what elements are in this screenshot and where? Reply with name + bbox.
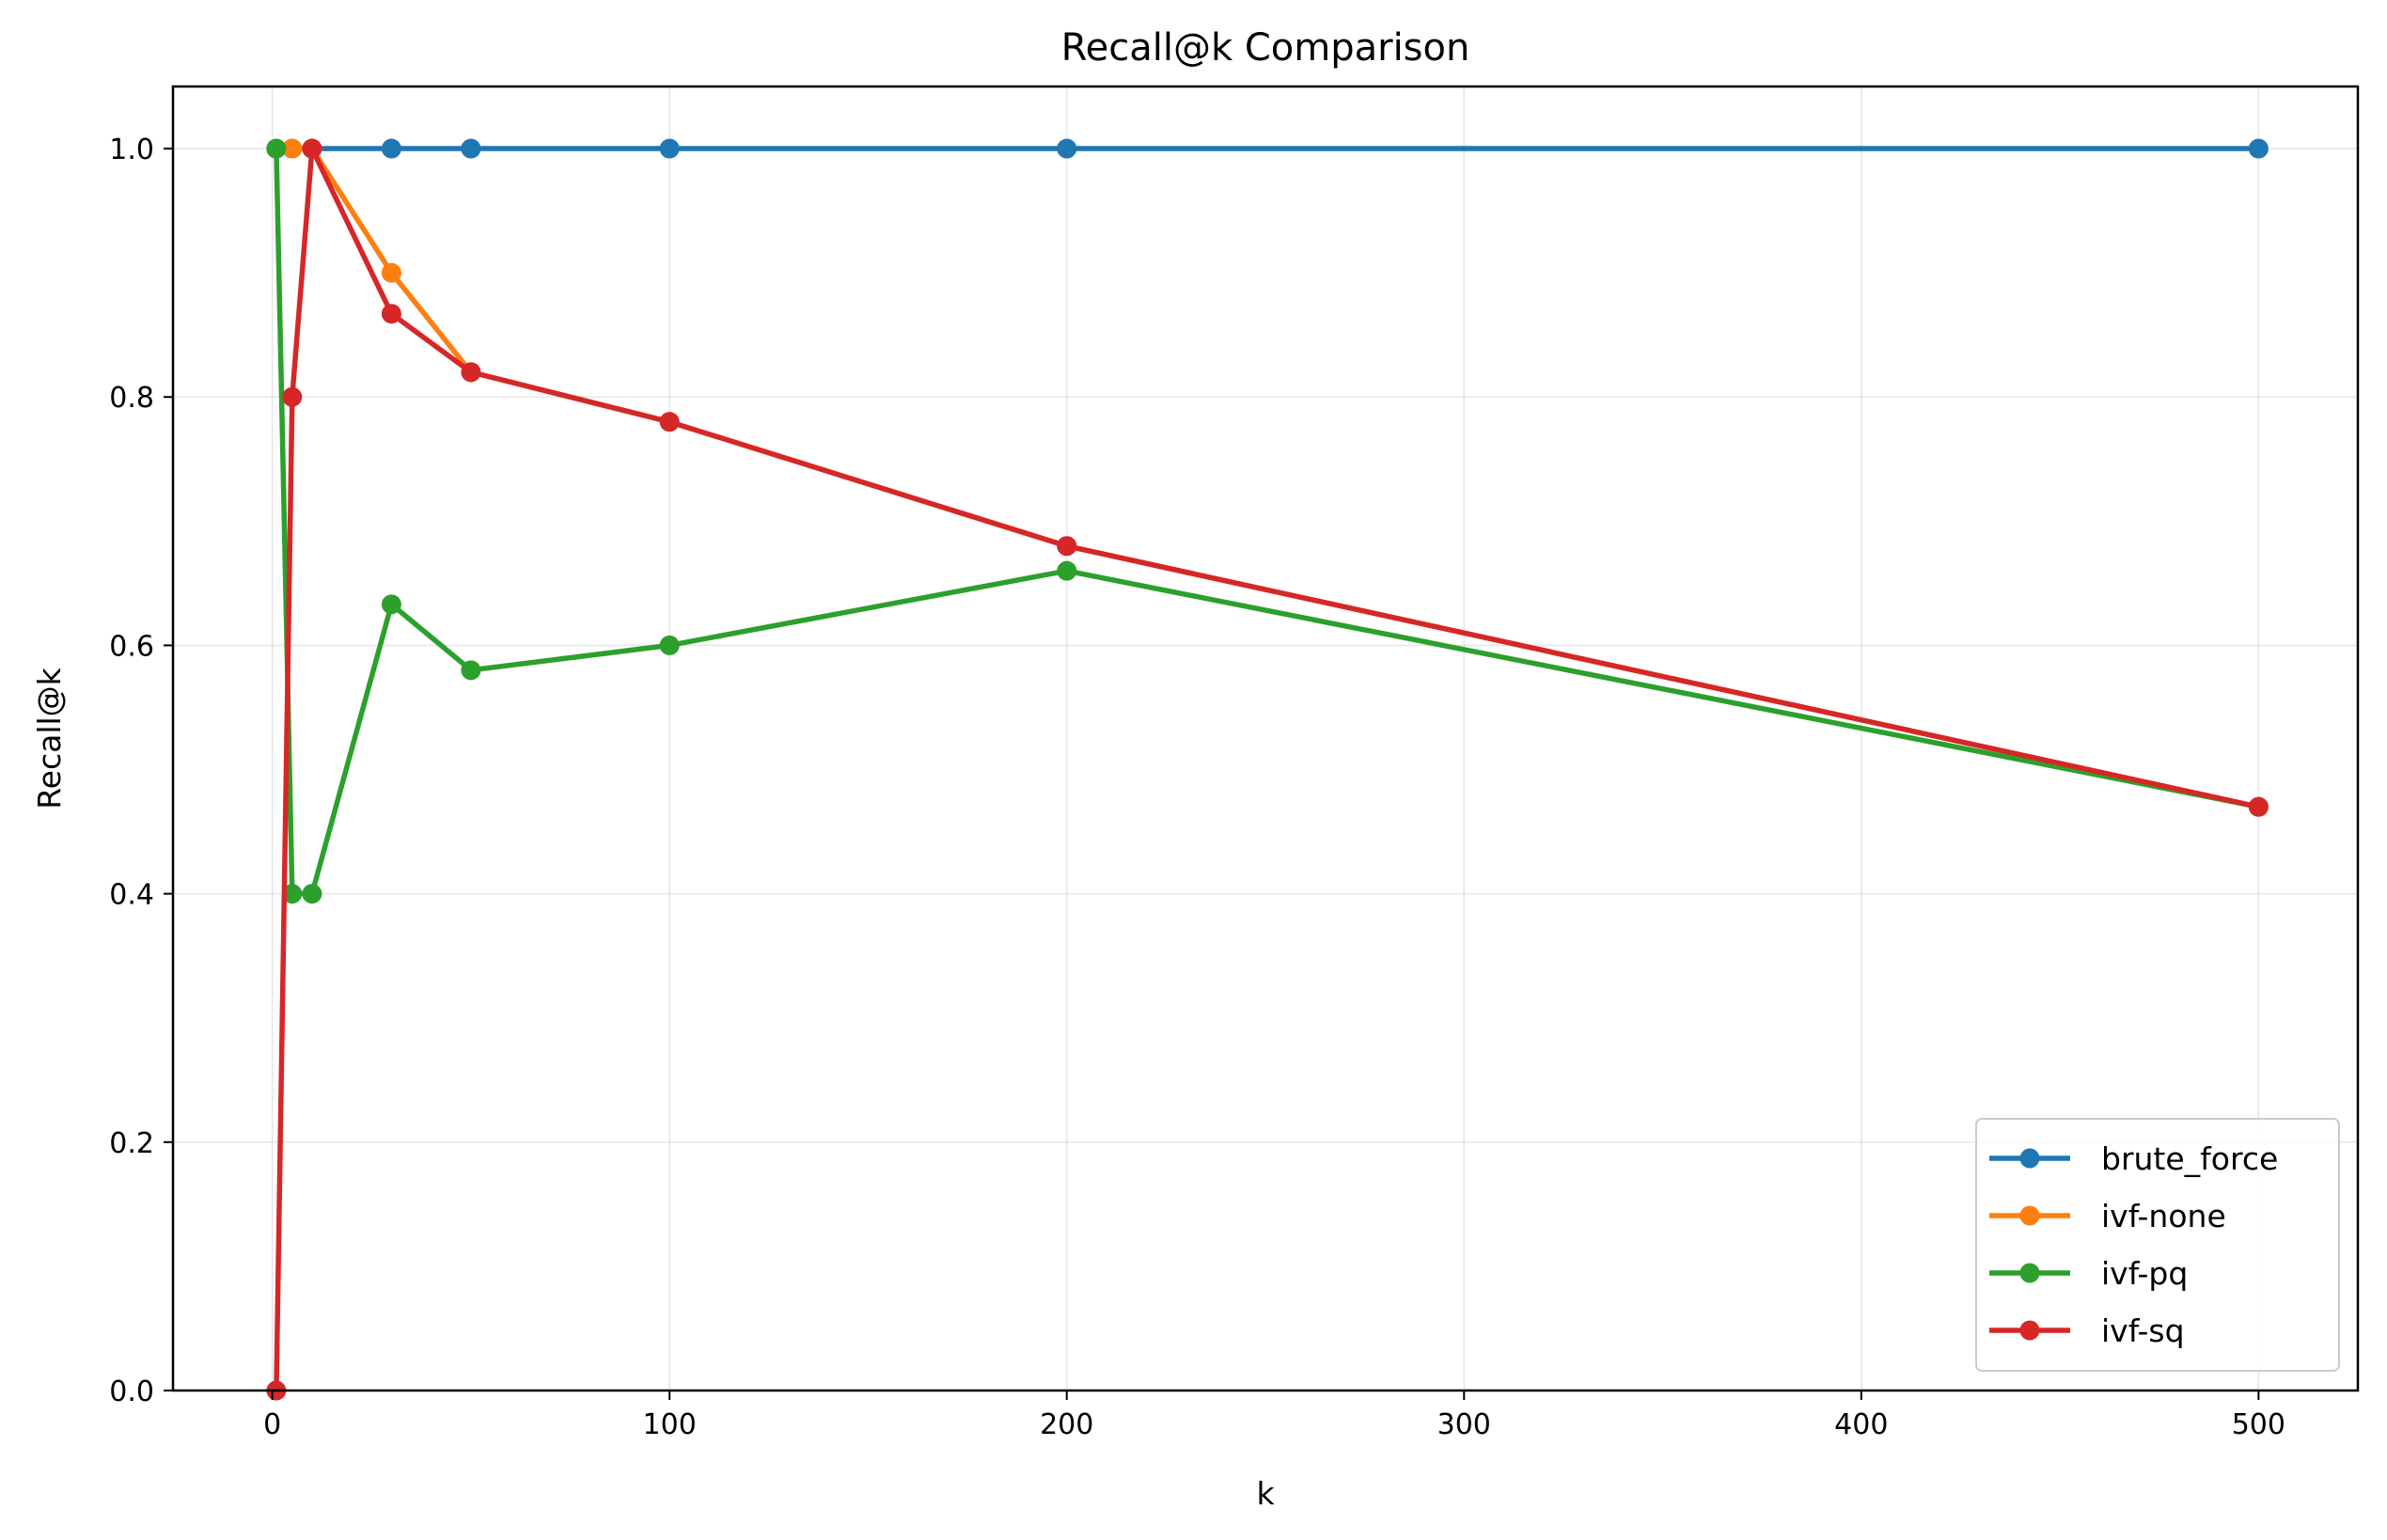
data-point-ivf-pq [381, 594, 401, 615]
x-tick-label: 200 [1040, 1408, 1093, 1441]
y-axis-label: Recall@k [31, 667, 68, 809]
y-tick-label: 0.6 [109, 630, 154, 663]
x-tick-label: 500 [2232, 1408, 2285, 1441]
data-point-brute_force [659, 138, 680, 159]
data-point-brute_force [461, 138, 481, 159]
data-point-ivf-none [282, 138, 303, 159]
y-axis-ticks: 0.0 0.2 0.4 0.6 0.8 1.0 [109, 134, 173, 1408]
y-tick-label: 0.0 [109, 1375, 154, 1408]
data-point-ivf-pq [1057, 560, 1077, 581]
legend-label: brute_force [2101, 1140, 2278, 1177]
data-point-ivf-sq [282, 386, 303, 407]
legend-box [1975, 1118, 2340, 1372]
x-tick-label: 400 [1834, 1408, 1888, 1441]
legend-item-ivf-pq: ivf-pq [1989, 1255, 2188, 1292]
legend-label: ivf-none [2101, 1198, 2226, 1234]
chart-title: Recall@k Comparison [1061, 26, 1470, 70]
data-point-brute_force [1057, 138, 1077, 159]
legend-item-ivf-sq: ivf-sq [1989, 1312, 2185, 1349]
y-tick-label: 0.4 [109, 879, 154, 912]
legend-item-ivf-none: ivf-none [1989, 1198, 2226, 1234]
x-axis-label: k [1256, 1475, 1275, 1512]
series-ivf-pq [266, 138, 2269, 904]
x-tick-label: 0 [263, 1408, 281, 1441]
x-tick-label: 100 [643, 1408, 697, 1441]
y-tick-label: 0.8 [109, 382, 154, 415]
legend-label: ivf-pq [2101, 1255, 2188, 1292]
plot-frame [171, 85, 2360, 1392]
data-point-ivf-sq [381, 304, 401, 324]
data-point-brute_force [2248, 138, 2269, 159]
legend-swatch-marker [2019, 1320, 2040, 1341]
legend-swatch-marker [2019, 1148, 2040, 1169]
series-layer [266, 138, 2269, 1401]
data-point-brute_force [381, 138, 401, 159]
x-tick-label: 300 [1437, 1408, 1491, 1441]
legend-label: ivf-sq [2101, 1312, 2185, 1349]
data-point-ivf-pq [659, 635, 680, 655]
legend-swatch-marker [2019, 1205, 2040, 1226]
data-point-ivf-sq [1057, 536, 1077, 557]
data-point-ivf-sq [659, 412, 680, 432]
data-point-ivf-sq [461, 362, 481, 383]
y-tick-label: 1.0 [109, 134, 154, 166]
data-point-ivf-sq [302, 138, 322, 159]
legend-item-brute_force: brute_force [1989, 1140, 2278, 1177]
data-point-ivf-pq [266, 138, 287, 159]
legend: brute_force ivf-none ivf-pq ivf-sq [1975, 1118, 2340, 1372]
data-point-ivf-sq [2248, 796, 2269, 817]
series-line-ivf-sq [274, 146, 2262, 1393]
x-axis-ticks: 0 100 200 300 400 500 [263, 1391, 2285, 1441]
data-point-ivf-pq [282, 884, 303, 904]
data-point-ivf-pq [461, 660, 481, 681]
y-tick-label: 0.2 [109, 1127, 154, 1160]
data-point-ivf-none [381, 262, 401, 283]
series-ivf-sq [266, 138, 2269, 1401]
legend-swatch-marker [2019, 1263, 2040, 1283]
data-point-ivf-pq [302, 884, 322, 904]
